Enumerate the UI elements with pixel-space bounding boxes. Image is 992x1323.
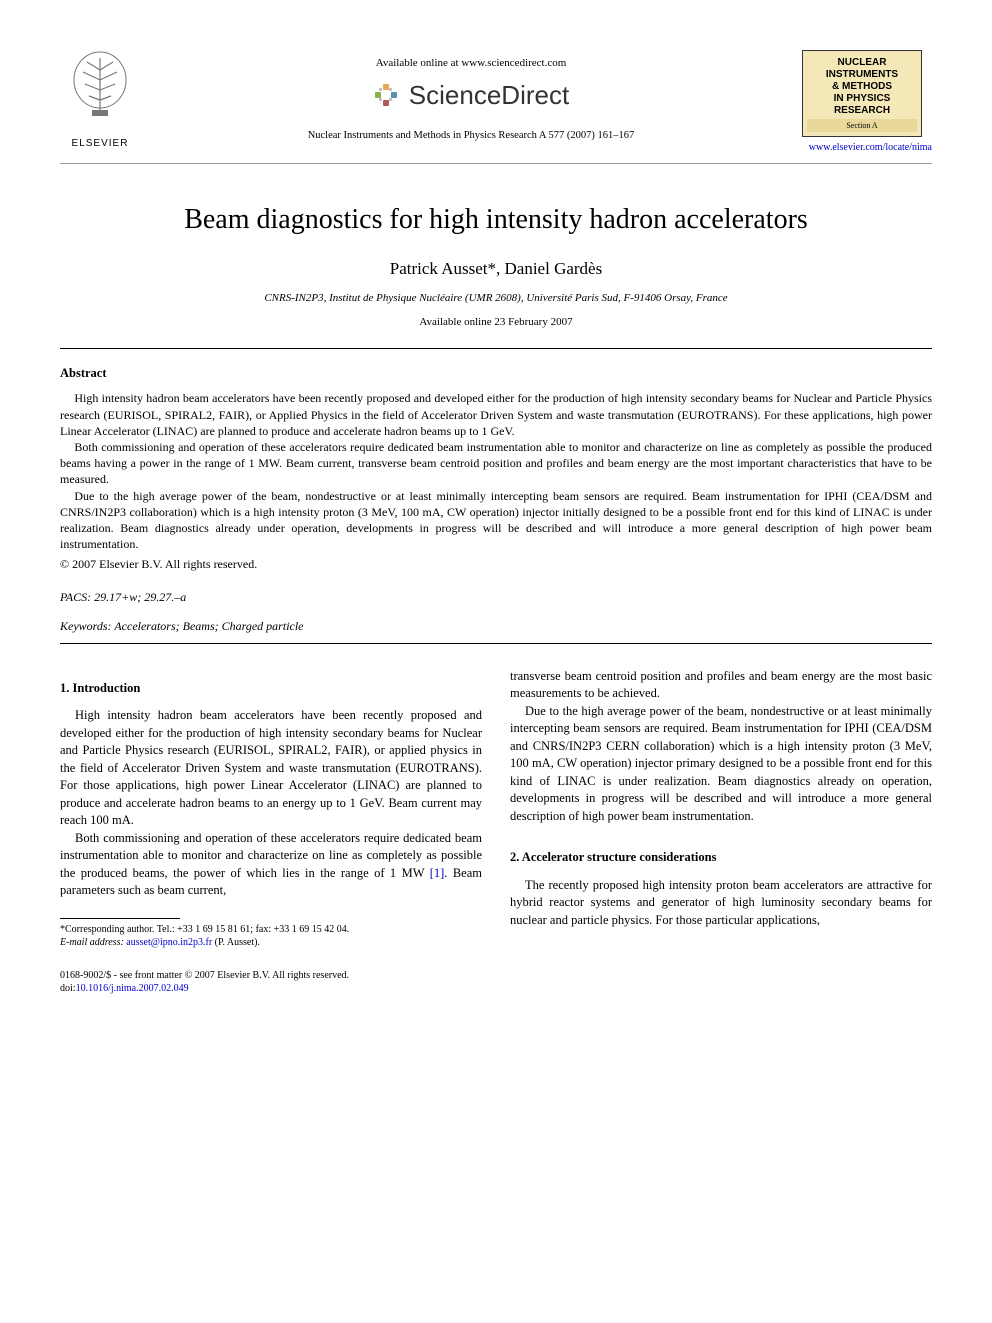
doi-label: doi: [60,983,76,994]
section1-col2-p1: transverse beam centroid position and pr… [510,668,932,703]
journal-box-line1: NUCLEAR [838,57,887,68]
section1-heading: 1. Introduction [60,680,482,698]
abstract-p3: Due to the high average power of the bea… [60,488,932,553]
abstract-p2: Both commissioning and operation of thes… [60,439,932,488]
sciencedirect-logo: ScienceDirect [373,77,569,113]
section1-p1: High intensity hadron beam accelerators … [60,707,482,830]
sciencedirect-icon [373,82,401,110]
journal-box-title: NUCLEAR INSTRUMENTS & METHODS IN PHYSICS… [807,57,917,117]
publisher-logo-block: ELSEVIER [60,50,140,151]
journal-box-section: Section A [807,119,917,132]
footnote-separator [60,918,180,919]
abstract-text: High intensity hadron beam accelerators … [60,390,932,552]
column-left: 1. Introduction High intensity hadron be… [60,668,482,995]
doi-line: doi:10.1016/j.nima.2007.02.049 [60,982,482,995]
column-right: transverse beam centroid position and pr… [510,668,932,995]
header-row: ELSEVIER Available online at www.science… [60,50,932,155]
email-label: E-mail address: [60,937,124,948]
elsevier-tree-icon [69,50,131,127]
footnote-block: *Corresponding author. Tel.: +33 1 69 15… [60,923,482,949]
section1-p2a: Both commissioning and operation of thes… [60,831,482,880]
ref-link-1[interactable]: [1] [430,866,445,880]
journal-box-line5: RESEARCH [834,105,890,116]
section1-col2-p2: Due to the high average power of the bea… [510,703,932,826]
bottom-meta: 0168-9002/$ - see front matter © 2007 El… [60,969,482,995]
keywords: Keywords: Accelerators; Beams; Charged p… [60,618,932,635]
abstract-rule-bottom [60,643,932,644]
doi-link[interactable]: 10.1016/j.nima.2007.02.049 [76,983,189,994]
email-suffix: (P. Ausset). [215,937,260,948]
journal-box-line3: & METHODS [832,81,892,92]
abstract-rule-top [60,348,932,349]
corresponding-author: *Corresponding author. Tel.: +33 1 69 15… [60,923,482,936]
body-columns: 1. Introduction High intensity hadron be… [60,668,932,995]
section1-p2: Both commissioning and operation of thes… [60,830,482,900]
header-center: Available online at www.sciencedirect.co… [140,50,802,143]
authors: Patrick Ausset*, Daniel Gardès [60,257,932,281]
article-title: Beam diagnostics for high intensity hadr… [60,200,932,239]
section2-heading: 2. Accelerator structure considerations [510,849,932,867]
journal-reference: Nuclear Instruments and Methods in Physi… [140,129,802,144]
email-link[interactable]: ausset@ipno.in2p3.fr [126,937,212,948]
email-line: E-mail address: ausset@ipno.in2p3.fr (P.… [60,936,482,949]
sciencedirect-text: ScienceDirect [409,77,569,113]
issn-line: 0168-9002/$ - see front matter © 2007 El… [60,969,482,982]
header-rule [60,163,932,164]
pacs: PACS: 29.17+w; 29.27.–a [60,589,932,606]
header-right: NUCLEAR INSTRUMENTS & METHODS IN PHYSICS… [802,50,932,155]
available-online-text: Available online at www.sciencedirect.co… [140,56,802,71]
abstract-block: Abstract High intensity hadron beam acce… [60,365,932,573]
journal-box: NUCLEAR INSTRUMENTS & METHODS IN PHYSICS… [802,50,922,137]
copyright: © 2007 Elsevier B.V. All rights reserved… [60,556,932,573]
journal-box-line2: INSTRUMENTS [826,69,898,80]
publisher-label: ELSEVIER [72,137,129,151]
abstract-heading: Abstract [60,365,932,383]
available-date: Available online 23 February 2007 [60,315,932,330]
journal-box-line4: IN PHYSICS [834,93,891,104]
abstract-p1: High intensity hadron beam accelerators … [60,390,932,439]
section2-p1: The recently proposed high intensity pro… [510,877,932,930]
affiliation: CNRS-IN2P3, Institut de Physique Nucléai… [60,291,932,306]
journal-url-link[interactable]: www.elsevier.com/locate/nima [802,141,932,155]
